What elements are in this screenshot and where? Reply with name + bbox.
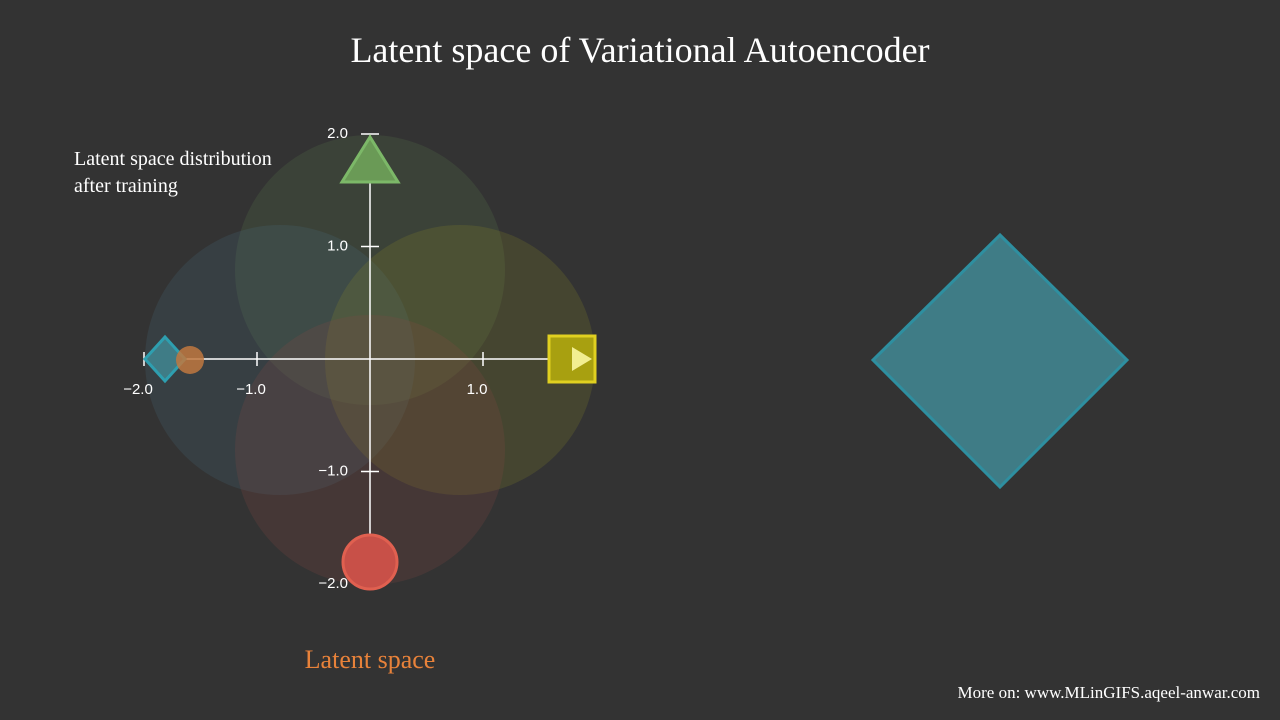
footer: More on: www.MLinGIFS.aqeel-anwar.com (958, 683, 1260, 702)
distribution (145, 225, 415, 495)
caption: Latent space (305, 645, 436, 674)
x-tick-label: −1.0 (236, 381, 266, 398)
triangle-marker (339, 134, 401, 184)
distribution (325, 225, 595, 495)
annotation: after training (74, 175, 178, 197)
point-marker (176, 346, 204, 374)
y-tick-label: −2.0 (318, 575, 348, 592)
x-tick-label: 1.0 (467, 381, 488, 398)
diamond-marker (142, 334, 188, 384)
annotation: Latent space distribution (74, 148, 272, 170)
y-tick-label: −1.0 (318, 462, 348, 479)
title: Latent space of Variational Autoencoder (350, 30, 929, 70)
y-tick-label: 2.0 (327, 125, 348, 142)
y-tick-label: 1.0 (327, 237, 348, 254)
axes: −2.0 −1.0 1.0 2.0 1.0 −1.0 −2.0 (123, 125, 595, 592)
circle-marker (341, 533, 399, 591)
x-tick-label: −2.0 (123, 381, 153, 398)
decoded-shape (870, 232, 1130, 490)
play-icon (572, 347, 592, 371)
